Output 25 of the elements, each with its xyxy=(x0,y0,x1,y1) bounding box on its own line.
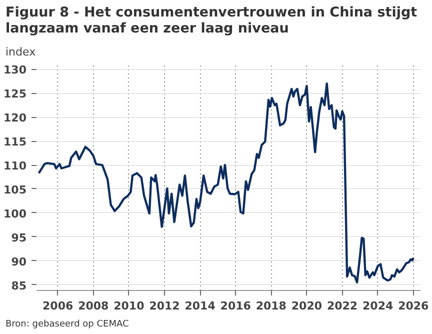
x-tick-label: 2008 xyxy=(78,300,109,312)
y-tick-label: 115 xyxy=(4,136,27,149)
x-tick-label: 2024 xyxy=(362,300,394,312)
x-tick-label: 2020 xyxy=(291,300,322,312)
x-tick-label: 2012 xyxy=(149,300,180,312)
y-tick-label: 130 xyxy=(4,64,27,77)
y-tick-label: 125 xyxy=(4,88,27,101)
text: Bron: gebaseerd op CEMAC xyxy=(6,320,129,330)
y-tick-label: 85 xyxy=(11,279,27,292)
y-axis-title: index xyxy=(6,46,36,58)
x-tick-label: 2026 xyxy=(398,300,430,312)
y-tick-label: 105 xyxy=(4,183,27,196)
chart-title: Figuur 8 - Het consumentenvertrouwen in China stijgt langzaam vanaf een zeer laag niveau xyxy=(6,4,418,36)
y-tick-label: 110 xyxy=(4,160,27,173)
x-tick-label: 2006 xyxy=(42,300,74,312)
y-tick-label: 95 xyxy=(11,231,27,244)
x-tick-label: 2022 xyxy=(326,300,358,312)
y-tick-label: 100 xyxy=(4,207,27,220)
x-tick-label: 2014 xyxy=(184,300,216,312)
x-tick-label: 2016 xyxy=(220,300,252,312)
y-tick-label: 90 xyxy=(11,255,27,268)
line-series xyxy=(38,82,414,284)
x-tick-label: 2010 xyxy=(114,300,145,312)
x-tick-label: 2018 xyxy=(256,300,286,312)
y-tick-label: 120 xyxy=(4,112,27,125)
